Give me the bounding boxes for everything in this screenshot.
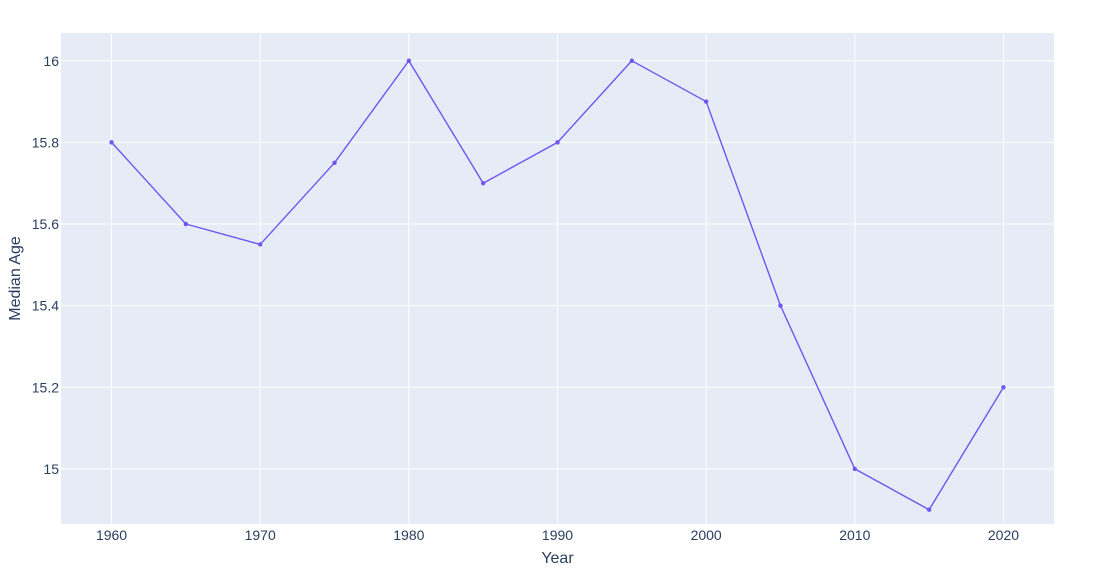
data-point [926, 507, 932, 512]
x-axis-ticks: 1960 1970 1980 1990 2000 2010 2020 [96, 527, 1019, 543]
data-point [257, 242, 263, 247]
series-layer [109, 58, 1006, 512]
x-tick-label: 1990 [542, 527, 573, 543]
gridlines [61, 33, 1054, 524]
x-tick-label: 2000 [691, 527, 722, 543]
data-point [703, 99, 709, 104]
data-point [778, 303, 783, 308]
data-point [480, 180, 486, 186]
y-tick-label: 15.8 [32, 134, 59, 150]
data-point [332, 160, 337, 165]
y-tick-label: 16 [43, 53, 59, 69]
y-tick-label: 15 [43, 461, 59, 477]
data-point [183, 221, 189, 227]
y-axis-ticks: 15 15.2 15.4 15.6 15.8 16 [32, 53, 59, 477]
data-point [109, 140, 114, 145]
x-tick-label: 2010 [839, 527, 870, 543]
x-tick-label: 1980 [393, 527, 424, 543]
y-tick-label: 15.4 [32, 298, 59, 314]
data-point [1001, 385, 1006, 390]
x-tick-label: 1970 [245, 527, 276, 543]
data-point [406, 58, 412, 63]
y-axis-title: Median Age [7, 236, 24, 321]
data-point [555, 140, 560, 145]
x-axis-title: Year [541, 550, 574, 567]
x-tick-label: 1960 [96, 527, 127, 543]
data-point [852, 466, 858, 472]
x-tick-label: 2020 [988, 527, 1019, 543]
y-tick-label: 15.2 [32, 379, 59, 395]
data-point [629, 58, 635, 63]
y-tick-label: 15.6 [32, 216, 59, 232]
